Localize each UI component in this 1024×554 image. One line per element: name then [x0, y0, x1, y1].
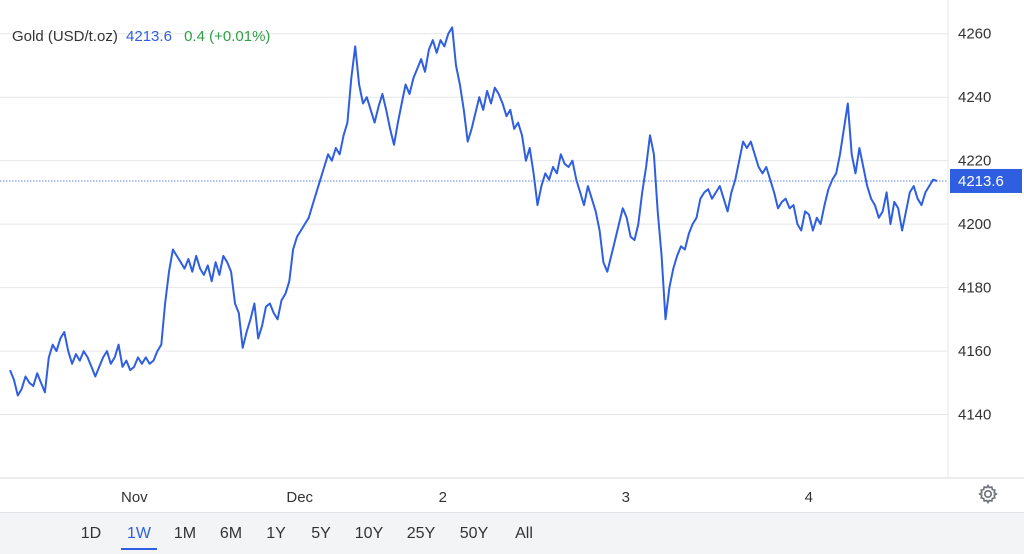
- range-button-all[interactable]: All: [515, 525, 533, 542]
- x-tick-label: Dec: [286, 489, 313, 506]
- range-button-1w[interactable]: 1W: [121, 513, 157, 554]
- y-tick-label: 4180: [958, 280, 991, 297]
- price-chart[interactable]: 4140 4160 4180 4200 4220 4240 4260 Nov Dec 2 3 4 421…: [0, 0, 1024, 512]
- time-range-bar: 1D 1W 1M 6M 1Y 5Y 10Y 25Y 50Y All: [0, 512, 1024, 554]
- price-series-line[interactable]: [9, 26, 938, 397]
- price-change: 0.4 (+0.01%): [184, 28, 270, 45]
- range-button-5y[interactable]: 5Y: [311, 525, 331, 542]
- x-tick-label: 4: [805, 489, 813, 506]
- chart-canvas[interactable]: 4140 4160 4180 4200 4220 4240 4260 Nov Dec 2 3 4 421…: [0, 0, 1024, 512]
- price-change-percent: (+0.01%): [209, 28, 271, 45]
- range-button-25y[interactable]: 25Y: [406, 525, 436, 542]
- range-button-1m[interactable]: 1M: [173, 525, 197, 542]
- range-button-6m[interactable]: 6M: [219, 525, 243, 542]
- chart-header: Gold (USD/t.oz) 4213.6 0.4 (+0.01%): [12, 28, 270, 45]
- x-tick-label: 3: [622, 489, 630, 506]
- range-selected-underline: [121, 548, 157, 550]
- instrument-title: Gold (USD/t.oz): [12, 28, 118, 45]
- y-tick-label: 4160: [958, 343, 991, 360]
- y-tick-label: 4220: [958, 153, 991, 170]
- range-button-10y[interactable]: 10Y: [354, 525, 384, 542]
- y-tick-label: 4240: [958, 89, 991, 106]
- x-tick-label: 2: [439, 489, 447, 506]
- current-price: 4213.6: [126, 28, 172, 45]
- price-change-value: 0.4: [184, 28, 205, 45]
- y-tick-label: 4140: [958, 407, 991, 424]
- y-tick-label: 4260: [958, 26, 991, 43]
- range-button-50y[interactable]: 50Y: [459, 525, 489, 542]
- range-button-1y[interactable]: 1Y: [266, 525, 286, 542]
- y-tick-label: 4200: [958, 216, 991, 233]
- x-tick-label: Nov: [121, 489, 148, 506]
- last-price-label-bg: [950, 168, 1022, 193]
- range-button-1d[interactable]: 1D: [80, 525, 102, 542]
- last-price-label: 4213.6: [958, 173, 1004, 190]
- gear-icon[interactable]: [976, 482, 1000, 506]
